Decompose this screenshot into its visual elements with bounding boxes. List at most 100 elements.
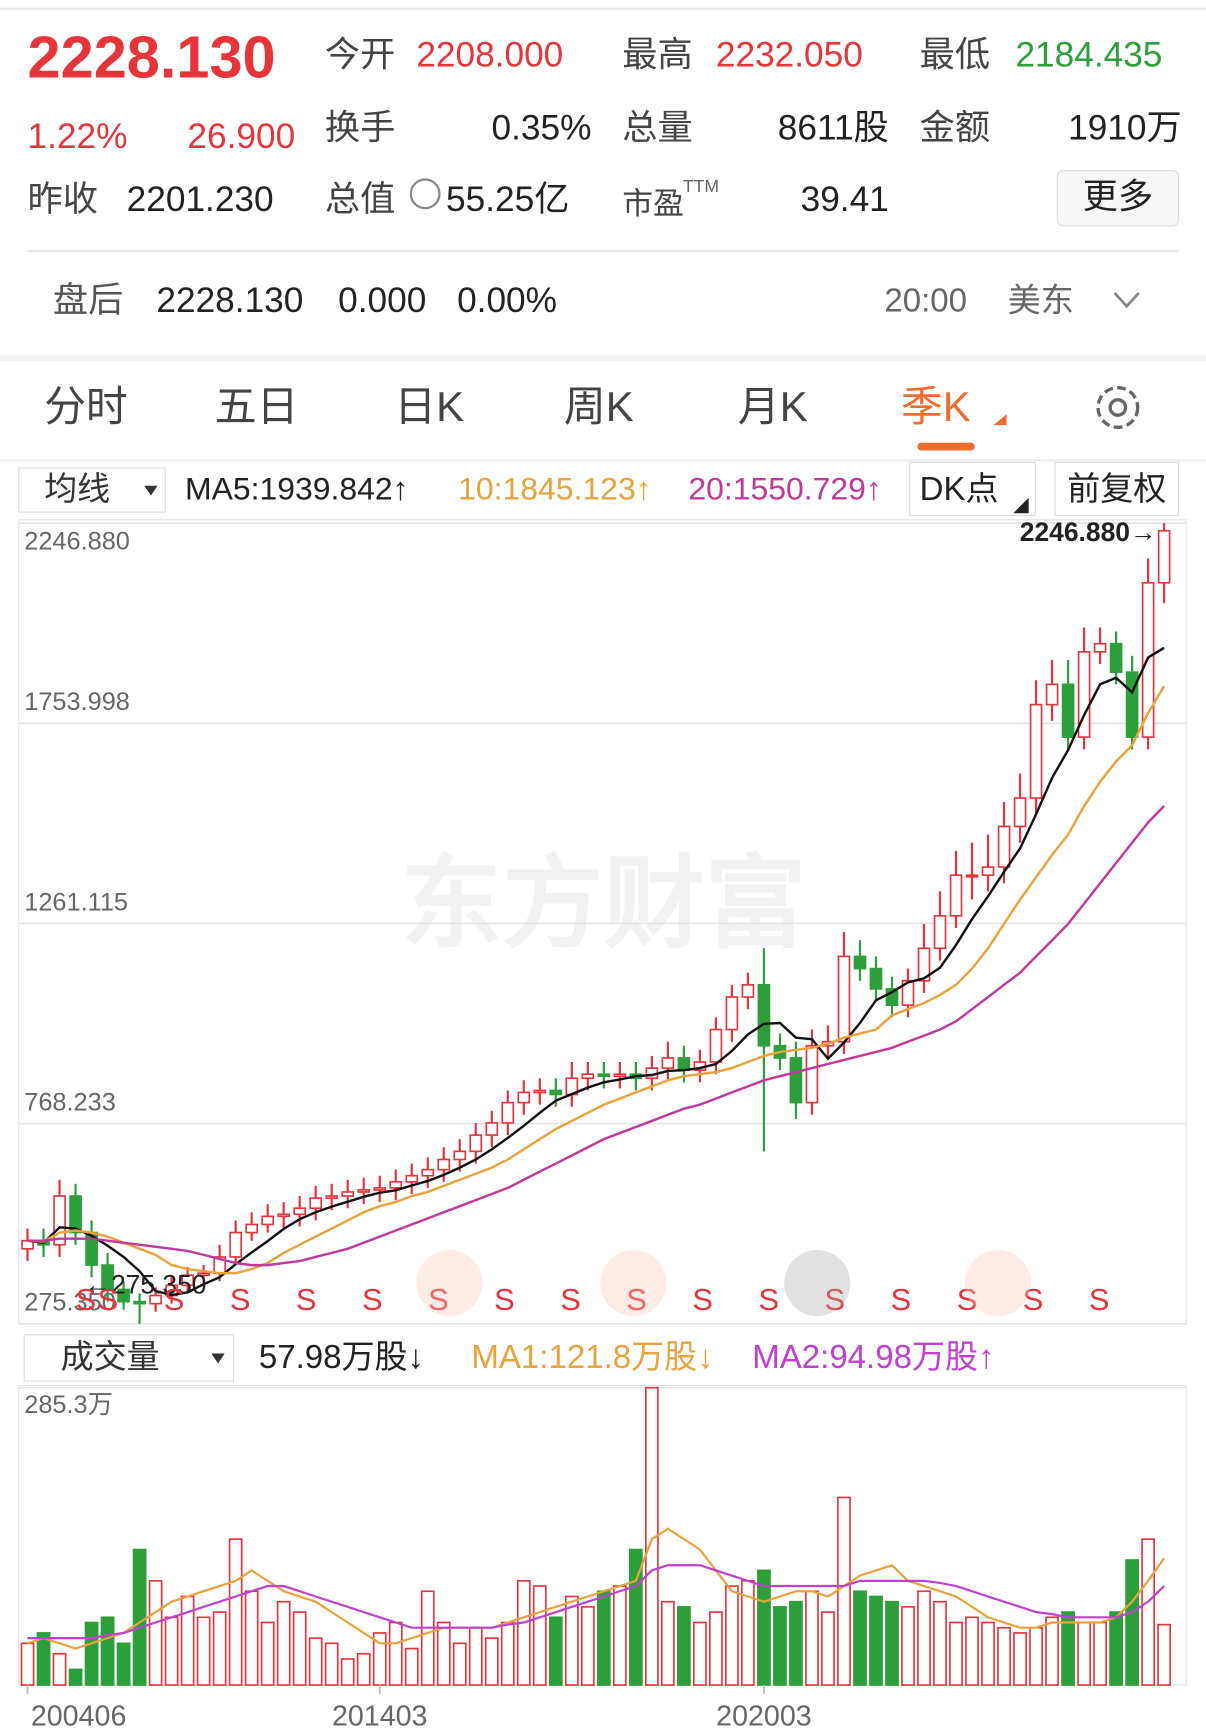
tab[interactable]: 季K	[901, 383, 971, 430]
volume-bar	[420, 1590, 435, 1686]
after-hours: 盘后 2228.130 0.000 0.00% 20:00 美东	[53, 281, 1140, 320]
tab[interactable]: 日K	[394, 383, 464, 430]
field-value: 55.25亿	[446, 180, 569, 219]
tab[interactable]: 分时	[44, 383, 128, 430]
signal-marker: S	[362, 1282, 383, 1317]
candle-body	[613, 1073, 627, 1078]
settings-icon[interactable]	[1096, 386, 1140, 429]
after-hours-label: 盘后	[53, 281, 123, 320]
section-gap	[0, 354, 1206, 362]
candle-body	[661, 1057, 675, 1069]
indicator-select[interactable]	[18, 467, 166, 513]
floating-button[interactable]	[784, 1250, 851, 1317]
dk-button-label[interactable]: DK点	[920, 471, 999, 508]
field-label: 金额	[920, 108, 990, 147]
volume-bar	[244, 1590, 259, 1686]
ma-line	[27, 1527, 1166, 1650]
volume-bar	[709, 1611, 723, 1686]
y-tick-label: 2246.880	[24, 528, 130, 556]
indicator-label[interactable]: 均线	[44, 471, 110, 508]
candle-body	[293, 1207, 307, 1216]
volume-bar	[548, 1616, 563, 1686]
floating-button[interactable]	[964, 1250, 1031, 1317]
volume-bar	[164, 1616, 179, 1686]
volume-bar	[997, 1626, 1011, 1686]
candle-body	[1109, 642, 1123, 673]
candle-body	[981, 866, 995, 877]
info-icon[interactable]	[409, 178, 441, 210]
legend-entry: MA1:121.8万股↓	[471, 1339, 713, 1376]
more-button[interactable]	[1056, 170, 1179, 227]
field-value: 2201.230	[127, 180, 274, 219]
volume-bar	[52, 1652, 67, 1686]
volume-bar	[933, 1600, 947, 1686]
candle-body	[101, 1264, 114, 1291]
floating-button[interactable]	[600, 1250, 667, 1317]
volume-bar	[596, 1590, 611, 1686]
candle-body	[917, 947, 931, 982]
adjust-button[interactable]	[1054, 462, 1180, 516]
volume-bar	[1045, 1616, 1059, 1686]
tab[interactable]: 周K	[564, 383, 634, 430]
volume-bar	[757, 1569, 771, 1686]
volume-bar	[84, 1621, 99, 1686]
volume-bar	[869, 1595, 883, 1686]
volume-bar	[20, 1642, 35, 1686]
volume-bar	[660, 1600, 675, 1686]
candle-body	[549, 1089, 563, 1096]
candle-body	[789, 1057, 803, 1104]
volume-indicator-label[interactable]: 成交量	[61, 1339, 160, 1376]
adjust-button-label[interactable]: 前复权	[1067, 471, 1166, 508]
candle-body	[997, 825, 1011, 868]
expand-chevron[interactable]	[1113, 292, 1140, 309]
volume-bar	[949, 1621, 963, 1686]
candle-body	[949, 874, 963, 917]
max-label: 2246.880→	[1020, 517, 1157, 547]
field-value: 8611股	[778, 108, 889, 147]
candle-body	[901, 979, 915, 1006]
candle-body	[581, 1073, 595, 1080]
candle-body	[469, 1134, 483, 1153]
candle-body	[389, 1180, 403, 1189]
candle-body	[325, 1195, 339, 1199]
x-tick-label: 200406	[31, 1701, 127, 1728]
signal-marker: S	[230, 1282, 251, 1317]
candle-body	[421, 1168, 435, 1177]
signal-marker: S	[428, 1282, 449, 1317]
candle-body	[181, 1274, 194, 1287]
field-value: 2184.435	[1015, 36, 1162, 75]
signal-marker: S	[98, 1282, 119, 1317]
volume-bar	[36, 1632, 51, 1686]
dk-button[interactable]	[909, 462, 1036, 516]
volume-bar	[1077, 1621, 1091, 1686]
quote-fields: 今开 2208.000 最高 2232.050 最低 2184.435 换手 0…	[28, 36, 1182, 222]
volume-bar	[148, 1579, 163, 1686]
floating-controls	[416, 1250, 1031, 1317]
change-pct: 1.22%	[28, 117, 128, 156]
min-label: ←275.350	[85, 1269, 207, 1299]
candle-body	[69, 1195, 82, 1234]
candle-body	[373, 1187, 387, 1191]
volume-bar	[564, 1595, 579, 1686]
candle-body	[229, 1231, 242, 1258]
tab[interactable]: 五日	[215, 383, 299, 430]
field-label: 最低	[920, 36, 990, 75]
after-hours-pct: 0.00%	[457, 281, 557, 320]
candle-body	[309, 1197, 323, 1210]
volume-bar	[1109, 1611, 1123, 1686]
volume-indicator-select[interactable]	[23, 1334, 235, 1382]
candle-body	[405, 1174, 419, 1183]
candle-body	[1077, 651, 1091, 738]
candle-body	[453, 1150, 467, 1161]
signal-marker: S	[626, 1282, 647, 1317]
ma-line	[27, 805, 1166, 1267]
volume-bar	[1093, 1621, 1107, 1686]
floating-button[interactable]	[416, 1250, 483, 1317]
field-label: 昨收	[28, 180, 98, 219]
more-button-label[interactable]: 更多	[1083, 178, 1153, 217]
watermark: 东方财富	[401, 848, 806, 961]
tab[interactable]: 月K	[738, 383, 808, 430]
volume-bar	[612, 1585, 627, 1686]
candle-body	[1029, 703, 1043, 799]
